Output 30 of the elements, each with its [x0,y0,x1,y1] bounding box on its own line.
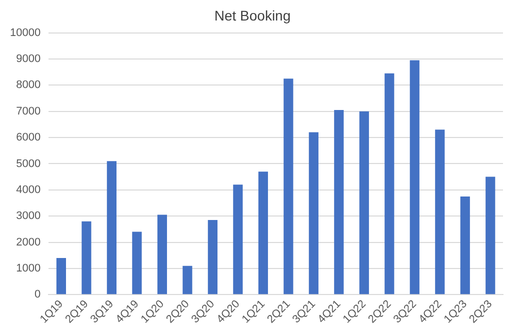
bar [106,161,116,294]
y-tick-label: 5000 [16,158,41,170]
chart-title: Net Booking [214,7,291,24]
y-tick-label: 9000 [16,53,41,66]
bar [258,172,268,294]
y-tick-label: 1000 [16,262,41,274]
y-tick-label: 6000 [16,132,41,144]
bar [82,221,92,294]
bar [334,110,344,294]
bar [132,232,142,294]
y-tick-label: 2000 [16,236,41,248]
bar [435,130,445,294]
bar [308,132,318,294]
bar [460,196,470,294]
y-tick-label: 3000 [16,210,41,222]
bar [486,176,496,294]
bar [157,214,167,294]
y-tick-label: 4000 [16,184,41,196]
bar [384,73,394,294]
bar [410,60,420,294]
bar [208,220,218,294]
bar [284,78,294,294]
bar [233,184,243,294]
bar [182,266,192,294]
y-tick-label: 8000 [16,79,41,92]
y-tick-label: 7000 [16,105,41,118]
y-tick-label: 0 [34,288,41,301]
bar [359,111,369,294]
bar [56,258,66,294]
y-tick-label: 10000 [10,26,41,39]
